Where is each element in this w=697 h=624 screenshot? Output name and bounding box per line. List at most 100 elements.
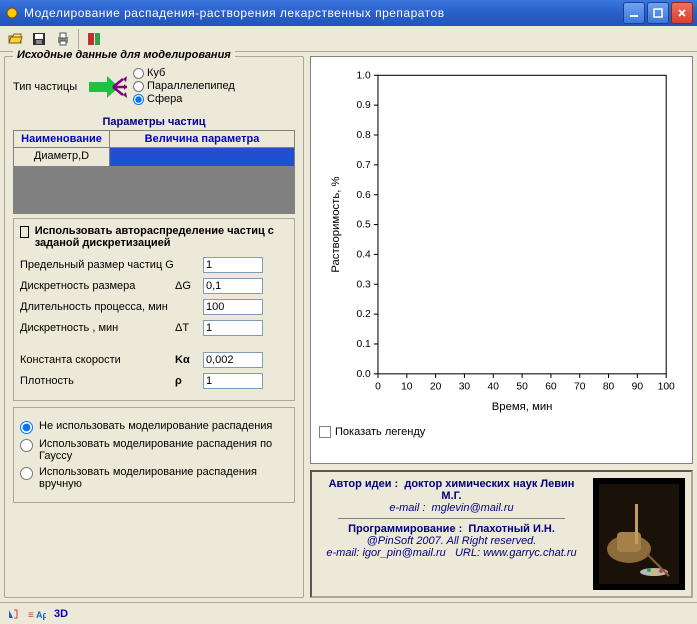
field-ka: Константа скорости Kα <box>20 352 288 368</box>
radio-cube-label: Куб <box>147 67 165 80</box>
input-dg[interactable] <box>203 278 263 294</box>
right-panel: 01020304050607080901000.00.10.20.30.40.5… <box>310 56 693 598</box>
mode-manual-label: Использовать моделирование распадения вр… <box>39 466 288 490</box>
input-duration[interactable] <box>203 299 263 315</box>
label-dg: Дискретность размера <box>20 280 175 292</box>
toolbar-separator <box>78 29 79 49</box>
radio-sphere[interactable]: Сфера <box>133 93 235 106</box>
svg-text:80: 80 <box>603 381 615 392</box>
svg-text:50: 50 <box>516 381 528 392</box>
email2-label: e-mail: <box>326 547 359 559</box>
status-icon-1 <box>6 607 20 621</box>
url-label: URL: <box>455 547 480 559</box>
params-col1-header: Наименование <box>14 131 110 147</box>
label-density: Плотность <box>20 375 175 387</box>
sym-dt: ΔT <box>175 322 203 334</box>
table-row[interactable]: Диаметр,D <box>14 148 294 166</box>
svg-text:Время, мин: Время, мин <box>492 401 553 413</box>
svg-text:90: 90 <box>632 381 644 392</box>
field-g: Предельный размер частиц G <box>20 257 288 273</box>
svg-text:0: 0 <box>375 381 381 392</box>
label-g: Предельный размер частиц G <box>20 259 175 271</box>
particle-type-row: Тип частицы Куб Параллелепипед Сфера <box>13 67 295 106</box>
close-button[interactable] <box>671 2 693 24</box>
email1: mglevin@mail.ru <box>432 502 514 514</box>
params-table: Наименование Величина параметра Диаметр,… <box>13 130 295 214</box>
group-legend: Исходные данные для моделирования <box>13 49 235 61</box>
auto-distribution-checkbox[interactable] <box>20 226 29 238</box>
auto-distribution-label: Использовать автораспределение частиц с … <box>35 225 288 249</box>
svg-text:Растворимость, %: Растворимость, % <box>330 176 342 272</box>
author-image <box>593 478 685 590</box>
print-button[interactable] <box>52 28 74 50</box>
radio-sphere-label: Сфера <box>147 93 182 106</box>
parameters-subbox: Использовать автораспределение частиц с … <box>13 218 295 401</box>
param-value-cell[interactable] <box>110 148 294 166</box>
svg-text:≡: ≡ <box>28 610 34 621</box>
label-dt: Дискретность , мин <box>20 322 175 334</box>
mode-gauss[interactable]: Использовать моделирование распадения по… <box>20 438 288 462</box>
svg-text:0.6: 0.6 <box>356 190 371 201</box>
maximize-button[interactable] <box>647 2 669 24</box>
mode-gauss-radio[interactable] <box>20 439 33 452</box>
shape-radio-group: Куб Параллелепипед Сфера <box>133 67 235 106</box>
svg-text:0.3: 0.3 <box>356 279 371 290</box>
radio-cube[interactable]: Куб <box>133 67 235 80</box>
idea-name: доктор химических наук Левин М.Г. <box>404 478 574 502</box>
prog-label: Программирование : <box>348 523 462 535</box>
field-duration: Длительность процесса, мин <box>20 299 288 315</box>
params-col2-header: Величина параметра <box>110 131 294 147</box>
field-dg: Дискретность размера ΔG <box>20 278 288 294</box>
params-title: Параметры частиц <box>13 116 295 128</box>
mode-manual[interactable]: Использовать моделирование распадения вр… <box>20 466 288 490</box>
svg-text:0.2: 0.2 <box>356 309 371 320</box>
mode-gauss-label: Использовать моделирование распадения по… <box>39 438 288 462</box>
param-name-cell: Диаметр,D <box>14 148 110 166</box>
email2: igor_pin@mail.ru <box>362 547 445 559</box>
field-dt: Дискретность , мин ΔT <box>20 320 288 336</box>
author-text: Автор идеи : доктор химических наук Леви… <box>318 478 585 590</box>
left-panel: Исходные данные для моделирования Тип ча… <box>4 56 304 598</box>
svg-text:0.1: 0.1 <box>356 339 371 350</box>
mode-none-radio[interactable] <box>20 421 33 434</box>
sym-ka: Kα <box>175 354 203 366</box>
svg-text:0.8: 0.8 <box>356 130 371 141</box>
sym-dg: ΔG <box>175 280 203 292</box>
statusbar: ≡Aρ 3D <box>0 602 697 624</box>
disintegration-mode-group: Не использовать моделирование распадения… <box>13 407 295 503</box>
app-icon <box>4 5 20 21</box>
svg-text:0.9: 0.9 <box>356 100 371 111</box>
particle-type-label: Тип частицы <box>13 81 85 93</box>
url: www.garryc.chat.ru <box>483 547 577 559</box>
mode-manual-radio[interactable] <box>20 467 33 480</box>
mode-none[interactable]: Не использовать моделирование распадения <box>20 420 288 434</box>
titlebar: Моделирование распадения-растворения лек… <box>0 0 697 26</box>
open-button[interactable] <box>4 28 26 50</box>
chart-area: 01020304050607080901000.00.10.20.30.40.5… <box>310 56 693 464</box>
client-area: Исходные данные для моделирования Тип ча… <box>0 52 697 602</box>
window-title: Моделирование распадения-растворения лек… <box>24 6 621 20</box>
author-box: Автор идеи : доктор химических наук Леви… <box>310 470 693 598</box>
mode-none-label: Не использовать моделирование распадения <box>39 420 272 432</box>
input-density[interactable] <box>203 373 263 389</box>
label-duration: Длительность процесса, мин <box>20 301 175 313</box>
minimize-button[interactable] <box>623 2 645 24</box>
exit-button[interactable] <box>83 28 105 50</box>
svg-text:1.0: 1.0 <box>356 70 371 81</box>
input-dt[interactable] <box>203 320 263 336</box>
email1-label: e-mail : <box>389 502 425 514</box>
save-button[interactable] <box>28 28 50 50</box>
show-legend-label: Показать легенду <box>335 426 425 438</box>
svg-text:0.0: 0.0 <box>356 369 371 380</box>
status-3d-label: 3D <box>54 608 68 620</box>
svg-text:0.7: 0.7 <box>356 160 371 171</box>
sym-density: ρ <box>175 375 203 387</box>
auto-distribution-checkbox-row[interactable]: Использовать автораспределение частиц с … <box>20 225 288 249</box>
input-g[interactable] <box>203 257 263 273</box>
dissolution-chart: 01020304050607080901000.00.10.20.30.40.5… <box>319 65 684 415</box>
show-legend-checkbox[interactable] <box>319 426 331 438</box>
input-ka[interactable] <box>203 352 263 368</box>
radio-parallelepiped[interactable]: Параллелепипед <box>133 80 235 93</box>
svg-text:70: 70 <box>574 381 586 392</box>
show-legend-checkbox-row[interactable]: Показать легенду <box>319 426 684 438</box>
